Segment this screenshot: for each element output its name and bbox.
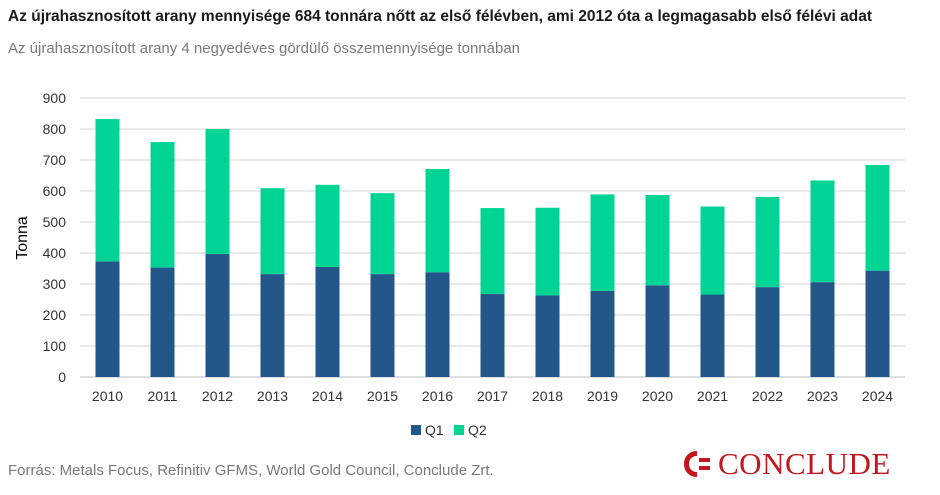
bar-q1-2011 <box>150 267 175 377</box>
legend-label-q1: Q1 <box>425 422 444 438</box>
bar-q2-2023 <box>810 180 835 283</box>
y-tick-label: 700 <box>43 152 67 168</box>
y-tick-label: 600 <box>43 183 67 199</box>
source-note: Forrás: Metals Focus, Refinitiv GFMS, Wo… <box>8 462 494 479</box>
bar-q1-2014 <box>315 266 340 377</box>
legend-label-q2: Q2 <box>468 422 487 438</box>
y-tick-label: 100 <box>43 338 67 354</box>
x-tick-label: 2017 <box>477 388 508 404</box>
bar-q1-2012 <box>205 253 230 377</box>
y-tick-label: 0 <box>58 369 66 385</box>
y-tick-label: 400 <box>43 245 67 261</box>
y-tick-labels: 0 100 200 300 400 500 600 700 800 900 <box>43 90 67 385</box>
bar-q2-2013 <box>260 188 285 275</box>
y-axis-label: Tonna <box>14 216 31 260</box>
x-tick-label: 2016 <box>422 388 453 404</box>
x-tick-label: 2021 <box>697 388 728 404</box>
bar-q2-2010 <box>95 119 120 262</box>
x-tick-label: 2012 <box>202 388 233 404</box>
bar-q2-2019 <box>590 194 615 291</box>
x-tick-label: 2010 <box>92 388 123 404</box>
bar-q1-2019 <box>590 290 615 377</box>
x-tick-labels: 2010 2011 2012 2013 2014 2015 2016 2017 2018 2019… <box>92 388 893 404</box>
x-tick-label: 2015 <box>367 388 398 404</box>
conclude-logo: CONCLUDE <box>682 448 891 479</box>
conclude-logo-text: CONCLUDE <box>718 446 891 481</box>
bar-q2-2022 <box>755 196 780 288</box>
legend: Q1 Q2 <box>411 422 487 438</box>
x-tick-label: 2022 <box>752 388 783 404</box>
bar-q2-2016 <box>425 168 450 273</box>
bar-q1-2017 <box>480 293 505 377</box>
bar-q2-2017 <box>480 208 505 294</box>
bar-q2-2018 <box>535 207 560 296</box>
bar-q1-2018 <box>535 295 560 377</box>
bar-q1-2020 <box>645 285 670 377</box>
bar-q2-2011 <box>150 142 175 268</box>
legend-swatch-q2 <box>454 425 464 435</box>
bar-q1-2010 <box>95 261 120 377</box>
y-tick-label: 900 <box>43 90 67 106</box>
x-tick-label: 2023 <box>807 388 838 404</box>
bar-q2-2021 <box>700 206 725 295</box>
bar-q1-2023 <box>810 282 835 377</box>
bar-q1-2013 <box>260 274 285 377</box>
bar-q1-2016 <box>425 272 450 377</box>
x-tick-label: 2019 <box>587 388 618 404</box>
bar-q1-2015 <box>370 274 395 377</box>
conclude-logo-icon <box>684 450 710 477</box>
bar-q2-2015 <box>370 193 395 275</box>
chart-title: Az újrahasznosított arany mennyisége 684… <box>8 8 872 25</box>
legend-swatch-q1 <box>411 425 421 435</box>
x-tick-label: 2014 <box>312 388 343 404</box>
y-tick-label: 500 <box>43 214 67 230</box>
bar-q2-2012 <box>205 129 230 254</box>
bar-q1-2024 <box>865 270 890 377</box>
x-tick-label: 2011 <box>147 388 177 404</box>
y-tick-label: 800 <box>43 121 67 137</box>
x-tick-label: 2020 <box>642 388 673 404</box>
x-tick-label: 2013 <box>257 388 288 404</box>
bar-q2-2014 <box>315 184 340 267</box>
x-tick-label: 2018 <box>532 388 563 404</box>
bar-q1-2021 <box>700 294 725 377</box>
y-tick-label: 200 <box>43 307 67 323</box>
bars <box>95 119 890 377</box>
chart-subtitle: Az újrahasznosított arany 4 negyedéves g… <box>8 40 520 57</box>
bar-q1-2022 <box>755 287 780 377</box>
bar-q2-2020 <box>645 195 670 286</box>
bar-q2-2024 <box>865 164 890 271</box>
x-tick-label: 2024 <box>862 388 893 404</box>
y-tick-label: 300 <box>43 276 67 292</box>
